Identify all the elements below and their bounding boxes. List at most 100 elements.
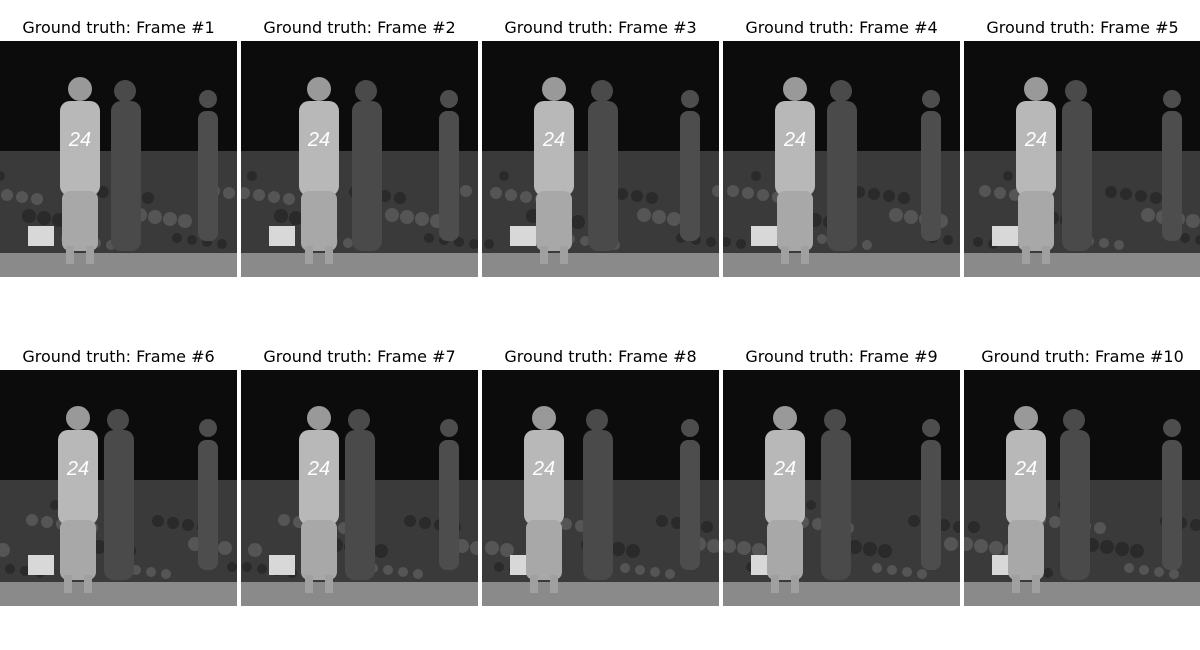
crowd-head <box>400 210 414 224</box>
frame-title-4: Ground truth: Frame #4 <box>711 18 972 38</box>
crowd-head <box>223 187 235 199</box>
defender-head <box>348 409 370 431</box>
crowd-head <box>398 567 408 577</box>
frame-title-10: Ground truth: Frame #10 <box>952 347 1200 367</box>
jersey-number: 24 <box>783 129 806 151</box>
defender-player <box>345 430 375 580</box>
background-player-head <box>199 90 217 108</box>
crowd-head <box>646 192 658 204</box>
defender-head <box>114 80 136 102</box>
defender-head <box>591 80 613 102</box>
player-shorts <box>767 520 803 580</box>
player-leg <box>771 575 779 593</box>
jersey-number: 24 <box>773 458 796 480</box>
crowd-head <box>742 187 754 199</box>
crowd-head <box>1124 563 1134 573</box>
player-leg <box>1012 575 1020 593</box>
crowd-head <box>872 563 882 573</box>
court-floor <box>241 582 478 606</box>
crowd-head <box>247 171 257 181</box>
crowd-head <box>1169 569 1179 579</box>
crowd-head <box>737 541 751 555</box>
frame-image-2: 24 <box>241 41 478 277</box>
crowd-head <box>142 192 154 204</box>
crowd-head <box>187 235 197 245</box>
cooler-box <box>269 555 295 575</box>
player-leg <box>66 246 74 264</box>
crowd-head <box>490 187 502 199</box>
frame-title-9: Ground truth: Frame #9 <box>711 347 972 367</box>
defender-player <box>588 101 618 251</box>
defender-head <box>1063 409 1085 431</box>
crowd-head <box>736 239 746 249</box>
crowd-head <box>1099 238 1109 248</box>
crowd-head <box>652 210 666 224</box>
jersey-number: 24 <box>542 129 565 151</box>
background-player-head <box>922 419 940 437</box>
scene-graphics: 24 <box>723 77 960 277</box>
court-floor <box>482 582 719 606</box>
crowd-head <box>979 185 991 197</box>
crowd-head <box>1094 522 1106 534</box>
crowd-head <box>484 239 494 249</box>
jersey-number: 24 <box>1024 129 1047 151</box>
crowd-head <box>611 542 625 556</box>
court-floor <box>964 253 1200 277</box>
crowd-head <box>1043 568 1053 578</box>
jersey-number: 24 <box>307 458 330 480</box>
background-player <box>439 111 459 241</box>
crowd-head <box>383 565 393 575</box>
scene-graphics: 24 <box>482 406 719 606</box>
frame-scene: 24 <box>964 370 1200 606</box>
crowd-head <box>278 514 290 526</box>
crowd-head <box>656 515 668 527</box>
crowd-head <box>917 569 927 579</box>
crowd-head <box>268 191 280 203</box>
crowd-head <box>883 190 895 202</box>
player-head <box>532 406 556 430</box>
crowd-head <box>878 544 892 558</box>
crowd-head <box>620 563 630 573</box>
cooler-box <box>28 226 54 246</box>
background-player-head <box>1163 419 1181 437</box>
background-player-head <box>681 90 699 108</box>
crowd-head <box>943 235 953 245</box>
player-shorts <box>526 520 562 580</box>
crowd-head <box>973 237 983 247</box>
crowd-head <box>1186 214 1200 228</box>
crowd-head <box>37 211 51 225</box>
background-player <box>921 440 941 570</box>
defender-head <box>107 409 129 431</box>
crowd-head <box>520 191 532 203</box>
player-leg <box>84 575 92 593</box>
background-player <box>1162 111 1182 241</box>
background-player <box>680 440 700 570</box>
scene-graphics: 24 <box>723 406 960 606</box>
crowd-head <box>385 208 399 222</box>
crowd-head <box>289 211 303 225</box>
crowd-head <box>701 521 713 533</box>
crowd-head <box>1100 540 1114 554</box>
crowd-head <box>1 189 13 201</box>
background-player-head <box>199 419 217 437</box>
player-leg <box>325 575 333 593</box>
defender-player <box>1060 430 1090 580</box>
background-player <box>680 111 700 241</box>
crowd-head <box>974 539 988 553</box>
frame-image-1: 24 <box>0 41 237 277</box>
crowd-head <box>637 208 651 222</box>
cooler-box <box>28 555 54 575</box>
crowd-head <box>163 212 177 226</box>
crowd-head <box>898 192 910 204</box>
cooler-box <box>269 226 295 246</box>
frame-title-2: Ground truth: Frame #2 <box>229 18 490 38</box>
crowd-head <box>505 189 517 201</box>
frame-scene: 24 <box>482 41 719 277</box>
crowd-head <box>16 191 28 203</box>
player-head <box>1024 77 1048 101</box>
player-shorts <box>60 520 96 580</box>
player-leg <box>305 575 313 593</box>
crowd-head <box>862 240 872 250</box>
court-floor <box>723 253 960 277</box>
crowd-head <box>172 233 182 243</box>
